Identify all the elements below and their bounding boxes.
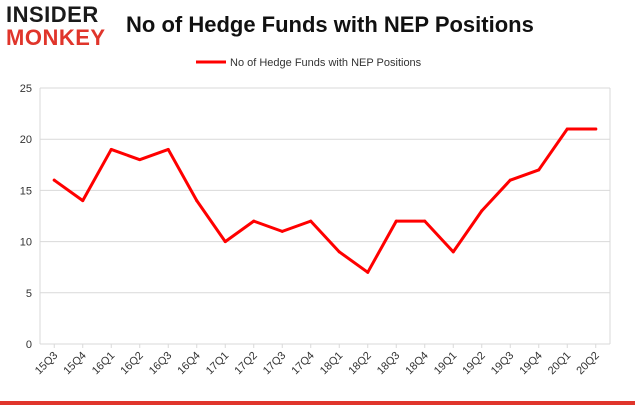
data-point: [109, 147, 113, 151]
legend: No of Hedge Funds with NEP Positions: [196, 57, 422, 69]
x-tick-label: 16Q1: [90, 350, 118, 378]
x-tick-label: 15Q4: [61, 350, 89, 378]
data-point: [594, 127, 598, 131]
data-point: [280, 229, 284, 233]
data-point: [138, 158, 142, 162]
bottom-accent-bar: [0, 401, 635, 405]
y-tick-label: 15: [20, 185, 32, 197]
x-tick-label: 18Q3: [375, 350, 403, 378]
y-axis-ticks: 0 5 10 15 20 25: [20, 83, 32, 351]
data-point: [223, 240, 227, 244]
data-point: [451, 250, 455, 254]
x-tick-label: 17Q4: [289, 350, 317, 378]
y-tick-label: 25: [20, 83, 32, 95]
logo-line-bottom: MONKEY: [6, 25, 106, 50]
x-tick-label: 18Q1: [318, 350, 346, 378]
chart-title: No of Hedge Funds with NEP Positions: [126, 12, 534, 37]
series-line: [52, 127, 598, 274]
data-point: [52, 178, 56, 182]
data-point: [337, 250, 341, 254]
data-point: [166, 147, 170, 151]
logo-line-top: INSIDER: [6, 2, 99, 27]
legend-label: No of Hedge Funds with NEP Positions: [230, 57, 422, 69]
data-point: [81, 199, 85, 203]
x-tick-label: 18Q4: [403, 350, 431, 378]
x-tick-label: 16Q2: [118, 350, 146, 378]
x-tick-label: 17Q2: [232, 350, 260, 378]
data-point: [252, 219, 256, 223]
insider-monkey-logo: INSIDER MONKEY: [6, 4, 108, 49]
data-point: [423, 219, 427, 223]
data-point: [565, 127, 569, 131]
x-axis-ticks: 15Q3 15Q4 16Q1 16Q2 16Q3 16Q4 17Q1 17Q2 17Q3 17Q4…: [33, 344, 602, 377]
x-tick-label: 17Q3: [261, 350, 289, 378]
grid: [39, 87, 611, 345]
data-point: [195, 199, 199, 203]
series: [52, 127, 598, 274]
x-tick-label: 20Q1: [546, 350, 574, 378]
data-point: [366, 270, 370, 274]
x-tick-label: 19Q2: [460, 350, 488, 378]
x-tick-label: 16Q4: [175, 350, 203, 378]
x-tick-label: 19Q3: [489, 350, 517, 378]
data-point: [394, 219, 398, 223]
x-tick-label: 15Q3: [33, 350, 61, 378]
data-point: [537, 168, 541, 172]
y-tick-label: 5: [26, 288, 32, 300]
x-tick-label: 20Q2: [574, 350, 602, 378]
x-tick-label: 18Q2: [346, 350, 374, 378]
x-tick-label: 19Q1: [432, 350, 460, 378]
y-tick-label: 0: [26, 339, 32, 351]
data-point: [508, 178, 512, 182]
y-tick-label: 10: [20, 237, 32, 249]
x-tick-label: 17Q1: [204, 350, 232, 378]
data-point: [480, 209, 484, 213]
data-point: [309, 219, 313, 223]
x-tick-label: 16Q3: [147, 350, 175, 378]
y-tick-label: 20: [20, 134, 32, 146]
x-tick-label: 19Q4: [517, 350, 545, 378]
